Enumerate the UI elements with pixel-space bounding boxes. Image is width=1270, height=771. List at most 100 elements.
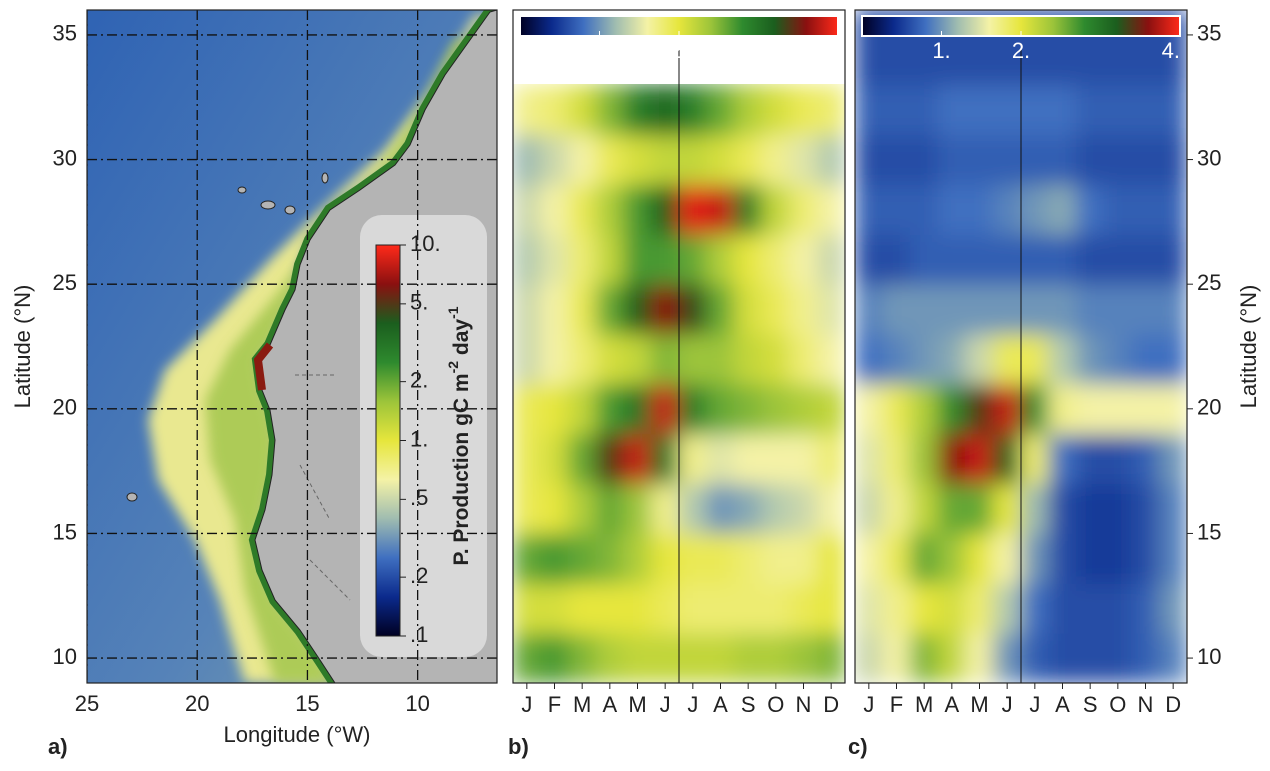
colorbar-tick-label: 4.: [1162, 38, 1180, 63]
x-tick-label: A: [1055, 692, 1070, 717]
heatmap-cell: [734, 184, 763, 235]
colorbar-title-superscript: -2: [445, 361, 461, 374]
heatmap-cell: [910, 383, 939, 434]
heatmap-cell: [1021, 633, 1050, 684]
heatmap-cell: [734, 533, 763, 584]
heatmap-cell: [1104, 84, 1133, 135]
heatmap-cell: [568, 433, 597, 484]
heatmap-cell: [1076, 234, 1105, 285]
x-tick-label: O: [1109, 692, 1126, 717]
heatmap-cell: [855, 334, 884, 385]
heatmap-cell: [965, 184, 994, 235]
heatmap-cell: [1104, 184, 1133, 235]
heatmap-cell: [855, 633, 884, 684]
island: [238, 187, 246, 193]
heatmap-cell: [513, 633, 542, 684]
heatmap-cell: [882, 383, 911, 434]
heatmap-cell: [540, 633, 569, 684]
heatmap-cell: [882, 334, 911, 385]
heatmap-cell: [1048, 383, 1077, 434]
heatmap-cell: [623, 134, 652, 185]
heatmap-cell: [910, 284, 939, 335]
heatmap-cell: [651, 583, 680, 634]
heatmap-cell: [1076, 84, 1105, 135]
x-tick-label: 10: [405, 691, 429, 716]
colorbar: [376, 245, 400, 636]
heatmap-cell: [762, 533, 791, 584]
heatmap-cell: [762, 633, 791, 684]
heatmap-cell: [1159, 334, 1188, 385]
heatmap-cell: [938, 483, 967, 534]
heatmap-cell: [513, 234, 542, 285]
heatmap-cell: [1104, 483, 1133, 534]
x-tick-label: M: [915, 692, 933, 717]
heatmap-cell: [1131, 234, 1160, 285]
heatmap-cell: [1159, 483, 1188, 534]
heatmap-cell: [568, 533, 597, 584]
heatmap-cell: [1159, 383, 1188, 434]
y-tick-label: 15: [1197, 519, 1221, 544]
y-tick-label: 20: [1197, 395, 1221, 420]
heatmap-cell: [1021, 184, 1050, 235]
heatmap-cell: [1048, 134, 1077, 185]
heatmap-cell: [1048, 483, 1077, 534]
heatmap-cell: [596, 284, 625, 335]
heatmap-cell: [762, 134, 791, 185]
panel-label: c): [848, 734, 868, 759]
heatmap-cell: [1076, 583, 1105, 634]
colorbar-tick-label: 4.: [820, 38, 838, 63]
heatmap-cell: [938, 633, 967, 684]
heatmap-cell: [623, 633, 652, 684]
heatmap-cell: [623, 383, 652, 434]
heatmap-cell: [882, 284, 911, 335]
x-tick-label: M: [573, 692, 591, 717]
heatmap-cell: [882, 234, 911, 285]
heatmap-cell: [762, 284, 791, 335]
heatmap-cell: [1104, 533, 1133, 584]
heatmap-cell: [679, 234, 708, 285]
heatmap-cell: [938, 234, 967, 285]
x-axis-label: Longitude (°W): [224, 722, 371, 747]
colorbar-title: P. Production gC m-2 day-1: [445, 306, 473, 565]
heatmap-cell: [993, 184, 1022, 235]
heatmap-cell: [679, 483, 708, 534]
heatmap-cell: [789, 633, 818, 684]
heatmap-cell: [938, 334, 967, 385]
heatmap-cell: [513, 483, 542, 534]
heatmap-cell: [651, 134, 680, 185]
heatmap-cell: [1131, 284, 1160, 335]
heatmap-cell: [1021, 284, 1050, 335]
heatmap-cell: [706, 334, 735, 385]
heatmap-cell: [540, 134, 569, 185]
heatmap-cell: [734, 134, 763, 185]
heatmap-cell: [1021, 483, 1050, 534]
x-tick-label: A: [602, 692, 617, 717]
heatmap-cell: [513, 334, 542, 385]
heatmap-cell: [596, 334, 625, 385]
heatmap-cell: [596, 184, 625, 235]
heatmap-cell: [1159, 284, 1188, 335]
heatmap-cell: [596, 134, 625, 185]
colorbar-title-superscript: -1: [445, 306, 461, 319]
heatmap-cell: [965, 583, 994, 634]
x-tick-label: N: [796, 692, 812, 717]
heatmap-cell: [882, 433, 911, 484]
heatmap-cell: [789, 533, 818, 584]
heatmap-cell: [882, 134, 911, 185]
heatmap-cell: [789, 583, 818, 634]
heatmap-cell: [1076, 383, 1105, 434]
heatmap-cell: [568, 583, 597, 634]
heatmap-cell: [734, 383, 763, 434]
heatmap-cell: [1104, 433, 1133, 484]
heatmap-cell: [1048, 84, 1077, 135]
y-axis-label: Latitude (°N): [10, 285, 35, 409]
heatmap-cell: [938, 533, 967, 584]
heatmap-cell: [1131, 383, 1160, 434]
island: [285, 206, 295, 214]
heatmap-cell: [651, 533, 680, 584]
heatmap-cell: [679, 383, 708, 434]
heatmap-cell: [651, 483, 680, 534]
heatmap-cell: [910, 633, 939, 684]
heatmap-cell: [938, 134, 967, 185]
heatmap-cell: [568, 184, 597, 235]
